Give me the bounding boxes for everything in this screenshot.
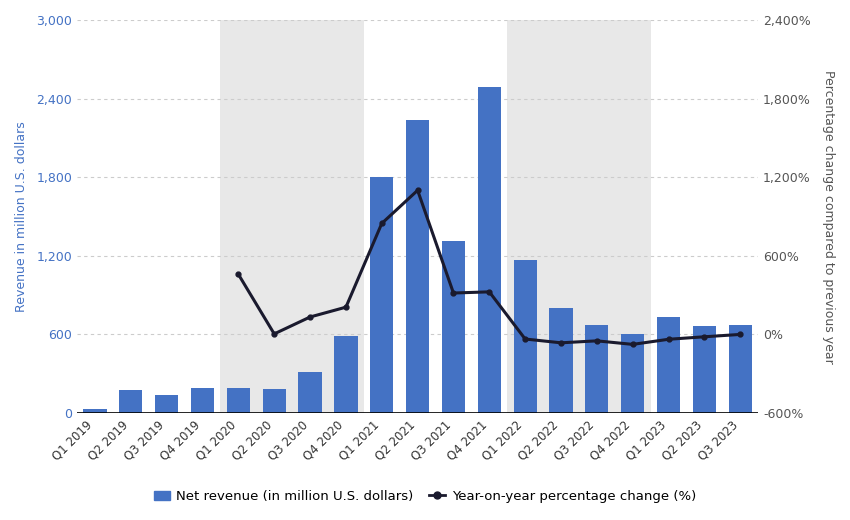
Bar — [585, 324, 609, 413]
Bar — [83, 409, 106, 413]
Bar — [728, 324, 752, 413]
Bar — [621, 334, 644, 413]
Bar — [155, 395, 178, 413]
Bar — [263, 388, 286, 413]
Bar — [191, 388, 214, 413]
Bar — [298, 372, 321, 413]
Bar — [370, 177, 394, 413]
Bar — [478, 87, 501, 413]
Bar — [650, 20, 758, 413]
Bar — [364, 20, 507, 413]
Bar — [220, 20, 364, 413]
Legend: Net revenue (in million U.S. dollars), Year-on-year percentage change (%): Net revenue (in million U.S. dollars), Y… — [149, 485, 701, 508]
Bar — [657, 317, 680, 413]
Y-axis label: Percentage change compared to previous year: Percentage change compared to previous y… — [822, 70, 835, 363]
Bar — [406, 121, 429, 413]
Bar — [507, 20, 650, 413]
Bar — [442, 241, 465, 413]
Bar — [693, 326, 716, 413]
Bar — [334, 336, 358, 413]
Bar — [549, 308, 573, 413]
Y-axis label: Revenue in million U.S. dollars: Revenue in million U.S. dollars — [15, 121, 28, 312]
Bar — [77, 20, 220, 413]
Bar — [227, 388, 250, 413]
Bar — [513, 261, 537, 413]
Bar — [119, 389, 143, 413]
